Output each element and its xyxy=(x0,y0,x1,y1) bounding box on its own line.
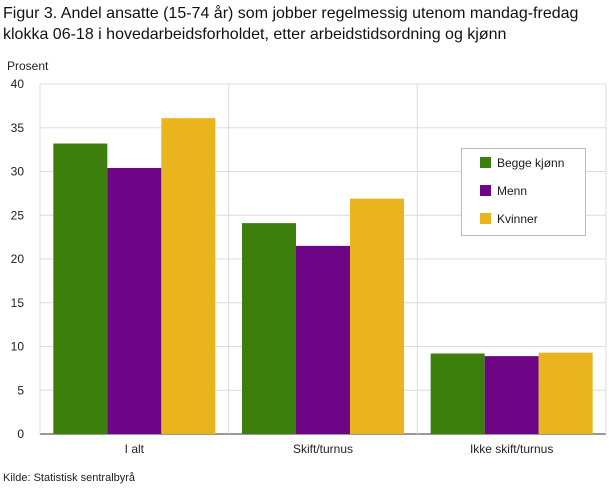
legend-label: Kvinner xyxy=(497,212,538,226)
y-tick-label: 25 xyxy=(11,208,25,222)
legend-swatch xyxy=(480,185,491,196)
bar xyxy=(161,118,216,434)
bar xyxy=(484,356,539,434)
legend-label: Menn xyxy=(497,184,528,198)
chart-title-line-1: Figur 3. Andel ansatte (15-74 år) som jo… xyxy=(3,5,579,22)
chart-title-line-2: klokka 06-18 i hovedarbeidsforholdet, et… xyxy=(3,26,507,43)
bar xyxy=(430,353,485,434)
y-tick-label: 40 xyxy=(11,77,25,91)
bar xyxy=(53,143,108,434)
legend-item-menn: Menn xyxy=(480,183,527,199)
y-tick-labels: 0 5 10 15 20 25 30 35 40 xyxy=(11,77,25,441)
bar xyxy=(350,198,404,434)
bars xyxy=(53,118,593,434)
y-axis-label: Prosent xyxy=(7,59,49,73)
legend: Begge kjønn Menn Kvinner xyxy=(461,148,586,236)
y-tick-label: 10 xyxy=(11,340,25,354)
legend-swatch xyxy=(480,157,491,168)
bar xyxy=(242,223,296,434)
y-tick-label: 5 xyxy=(17,383,24,397)
chart-title: Figur 3. Andel ansatte (15-74 år) som jo… xyxy=(3,3,603,45)
x-tick-label: I alt xyxy=(125,442,145,456)
y-tick-label: 0 xyxy=(17,427,24,441)
legend-label: Begge kjønn xyxy=(497,156,565,170)
bar xyxy=(107,168,162,434)
source-note: Kilde: Statistisk sentralbyrå xyxy=(3,472,136,484)
bar xyxy=(296,245,350,434)
x-tick-label: Skift/turnus xyxy=(293,442,353,456)
y-tick-label: 15 xyxy=(11,296,25,310)
x-tick-label: Ikke skift/turnus xyxy=(470,442,553,456)
bar xyxy=(538,352,593,434)
x-tick-labels: I alt Skift/turnus Ikke skift/turnus xyxy=(125,442,554,456)
y-tick-label: 30 xyxy=(11,165,25,179)
legend-item-kvinner: Kvinner xyxy=(480,211,538,227)
legend-swatch xyxy=(480,213,491,224)
legend-item-begge-kjonn: Begge kjønn xyxy=(480,155,564,171)
y-tick-label: 20 xyxy=(11,252,25,266)
y-tick-label: 35 xyxy=(11,121,25,135)
